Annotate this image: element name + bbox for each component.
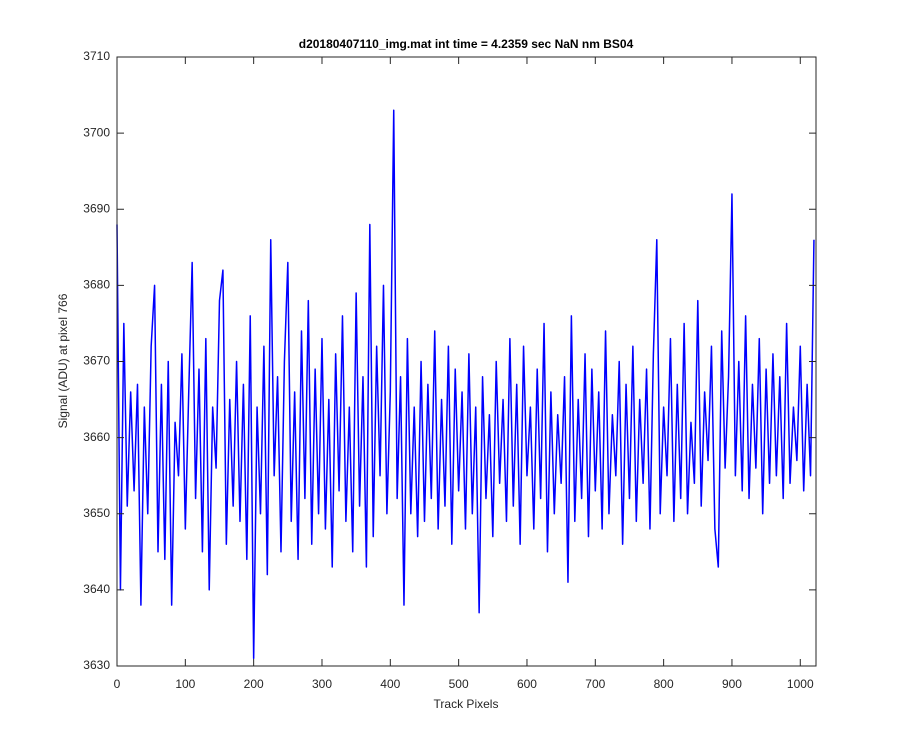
y-tick-label: 3650 bbox=[83, 506, 110, 520]
y-tick-label: 3700 bbox=[83, 125, 110, 139]
y-tick-label: 3670 bbox=[83, 354, 110, 368]
x-tick-label: 400 bbox=[380, 677, 400, 691]
y-tick-label: 3710 bbox=[83, 49, 110, 63]
x-tick-label: 600 bbox=[517, 677, 537, 691]
chart-title: d20180407110_img.mat int time = 4.2359 s… bbox=[299, 37, 634, 51]
x-tick-label: 700 bbox=[585, 677, 605, 691]
y-tick-label: 3630 bbox=[83, 658, 110, 672]
x-axis-label: Track Pixels bbox=[434, 697, 499, 711]
data-line bbox=[116, 109, 815, 660]
x-tick-label: 1000 bbox=[787, 677, 814, 691]
x-tick-label: 300 bbox=[312, 677, 332, 691]
y-axis-label: Signal (ADU) at pixel 766 bbox=[56, 293, 70, 428]
x-tick-label: 0 bbox=[114, 677, 121, 691]
x-tick-label: 800 bbox=[654, 677, 674, 691]
y-tick-label: 3680 bbox=[83, 278, 110, 292]
x-tick-label: 200 bbox=[244, 677, 264, 691]
x-tick-label: 100 bbox=[175, 677, 195, 691]
y-tick-label: 3640 bbox=[83, 582, 110, 596]
y-tick-label: 3690 bbox=[83, 201, 110, 215]
y-tick-label: 3660 bbox=[83, 430, 110, 444]
x-tick-label: 900 bbox=[722, 677, 742, 691]
x-tick-label: 500 bbox=[449, 677, 469, 691]
